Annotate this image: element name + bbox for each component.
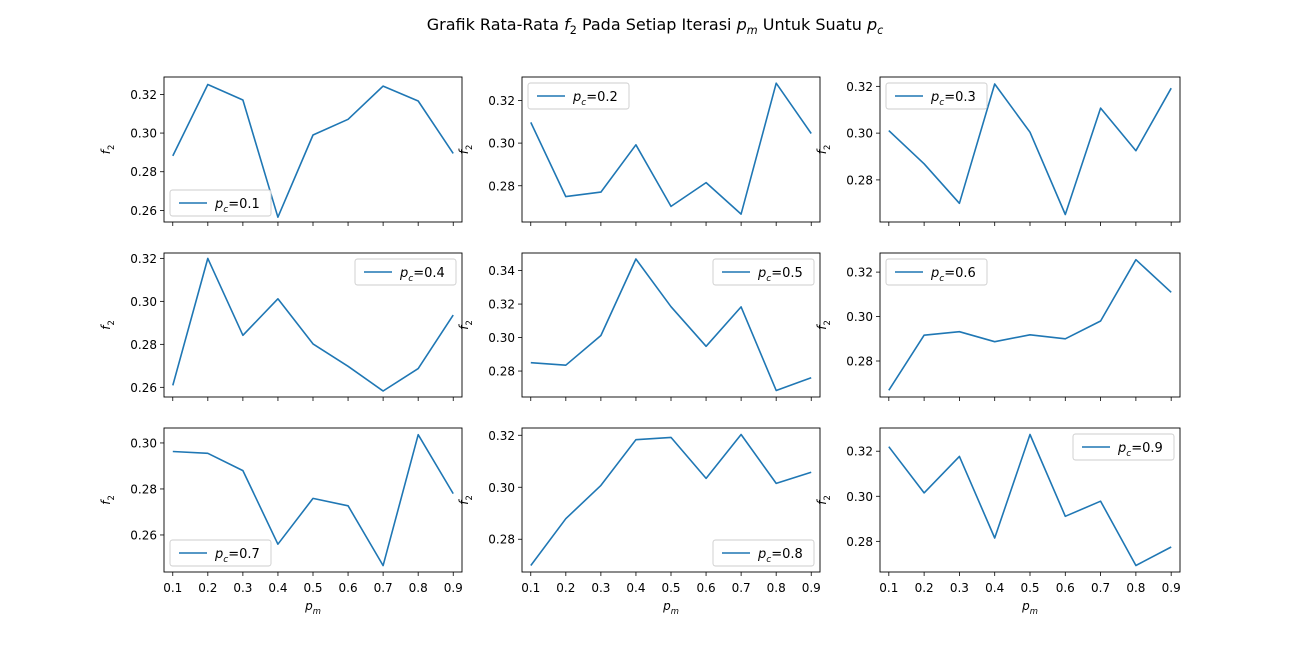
y-tick-label: 0.28 <box>846 355 873 369</box>
y-tick-label: 0.30 <box>488 331 515 345</box>
x-tick-label: 0.5 <box>303 581 322 595</box>
y-tick-label: 0.32 <box>130 88 157 102</box>
x-tick-label: 0.3 <box>591 581 610 595</box>
x-tick-label: 0.8 <box>409 581 428 595</box>
y-tick-label: 0.34 <box>488 264 515 278</box>
subplot-2: 0.28 0.30 0.32 f2 pc=0.2 <box>457 77 820 226</box>
y-tick-label: 0.28 <box>130 338 157 352</box>
x-tick-label: 0.2 <box>915 581 934 595</box>
legend: pc=0.9 <box>1073 434 1174 460</box>
subplot-4: 0.26 0.28 0.30 0.32 f2 pc=0.4 <box>99 252 462 401</box>
y-tick-label: 0.28 <box>846 535 873 549</box>
legend: pc=0.8 <box>713 540 814 566</box>
subplot-9: 0.1 0.2 0.3 0.4 0.5 0.6 0.7 0.8 0.9 0.28 0.30 0.32 f… <box>815 428 1181 616</box>
x-tick-label: 0.2 <box>198 581 217 595</box>
x-tick-label: 0.9 <box>444 581 463 595</box>
y-axis-label: f2 <box>815 320 832 330</box>
x-tick-label: 0.6 <box>339 581 358 595</box>
y-tick-label: 0.28 <box>488 533 515 547</box>
x-tick-label: 0.1 <box>521 581 540 595</box>
y-axis-label: f2 <box>99 320 116 330</box>
y-tick-label: 0.32 <box>488 429 515 443</box>
legend: pc=0.7 <box>170 540 271 566</box>
y-tick-label: 0.28 <box>488 365 515 379</box>
legend: pc=0.5 <box>713 259 814 285</box>
y-tick-label: 0.26 <box>130 204 157 218</box>
y-tick-label: 0.30 <box>130 127 157 141</box>
x-axis-label: pm <box>662 599 679 616</box>
y-tick-label: 0.30 <box>130 436 157 450</box>
x-tick-label: 0.6 <box>697 581 716 595</box>
subplot-6: 0.28 0.30 0.32 f2 pc=0.6 <box>815 253 1180 401</box>
y-tick-label: 0.32 <box>846 266 873 280</box>
y-axis-label: f2 <box>815 495 832 505</box>
x-tick-label: 0.4 <box>268 581 287 595</box>
x-tick-label: 0.8 <box>767 581 786 595</box>
y-axis-label: f2 <box>815 145 832 155</box>
x-tick-label: 0.1 <box>879 581 898 595</box>
y-tick-label: 0.26 <box>130 381 157 395</box>
y-tick-label: 0.32 <box>130 252 157 266</box>
y-tick-label: 0.32 <box>488 298 515 312</box>
x-tick-label: 0.4 <box>626 581 645 595</box>
subplot-7: 0.1 0.2 0.3 0.4 0.5 0.6 0.7 0.8 0.9 0.26 0.28 0.30 f… <box>99 428 463 616</box>
x-tick-label: 0.1 <box>163 581 182 595</box>
x-axis-label: pm <box>1021 599 1038 616</box>
figure-title: Grafik Rata-Rata f2 Pada Setiap Iterasi … <box>427 15 884 37</box>
legend: pc=0.4 <box>355 259 456 285</box>
y-tick-label: 0.26 <box>130 528 157 542</box>
y-tick-label: 0.30 <box>846 490 873 504</box>
y-axis-label: f2 <box>457 495 474 505</box>
x-tick-label: 0.9 <box>802 581 821 595</box>
y-axis-label: f2 <box>99 495 116 505</box>
y-tick-label: 0.32 <box>846 80 873 94</box>
legend: pc=0.3 <box>886 83 987 109</box>
subplot-5: 0.28 0.30 0.32 0.34 f2 pc=0.5 <box>457 253 820 401</box>
legend: pc=0.6 <box>886 259 987 285</box>
subplot-8: 0.1 0.2 0.3 0.4 0.5 0.6 0.7 0.8 0.9 0.28 0.30 0.32 f… <box>457 428 821 616</box>
x-tick-label: 0.8 <box>1126 581 1145 595</box>
x-tick-label: 0.4 <box>985 581 1004 595</box>
x-tick-label: 0.2 <box>556 581 575 595</box>
x-tick-label: 0.3 <box>233 581 252 595</box>
y-tick-label: 0.32 <box>846 445 873 459</box>
y-tick-label: 0.30 <box>846 310 873 324</box>
x-axis-label: pm <box>304 599 321 616</box>
x-tick-label: 0.7 <box>374 581 393 595</box>
y-axis-label: f2 <box>99 145 116 155</box>
subplot-1: 0.26 0.28 0.30 0.32 f2 pc=0.1 <box>99 77 462 226</box>
legend: pc=0.2 <box>528 83 629 109</box>
y-tick-label: 0.32 <box>488 94 515 108</box>
x-tick-label: 0.7 <box>732 581 751 595</box>
x-tick-label: 0.9 <box>1162 581 1181 595</box>
y-tick-label: 0.30 <box>488 137 515 151</box>
y-tick-label: 0.28 <box>130 482 157 496</box>
x-tick-label: 0.5 <box>1020 581 1039 595</box>
y-tick-label: 0.28 <box>846 173 873 187</box>
x-tick-label: 0.6 <box>1056 581 1075 595</box>
y-axis-label: f2 <box>457 320 474 330</box>
y-tick-label: 0.30 <box>846 127 873 141</box>
x-tick-label: 0.7 <box>1091 581 1110 595</box>
y-axis-label: f2 <box>457 145 474 155</box>
subplot-3: 0.28 0.30 0.32 f2 pc=0.3 <box>815 77 1180 226</box>
y-tick-label: 0.28 <box>130 165 157 179</box>
y-tick-label: 0.30 <box>488 481 515 495</box>
x-tick-label: 0.3 <box>950 581 969 595</box>
x-tick-label: 0.5 <box>661 581 680 595</box>
legend: pc=0.1 <box>170 190 271 216</box>
y-tick-label: 0.28 <box>488 179 515 193</box>
y-tick-label: 0.30 <box>130 295 157 309</box>
